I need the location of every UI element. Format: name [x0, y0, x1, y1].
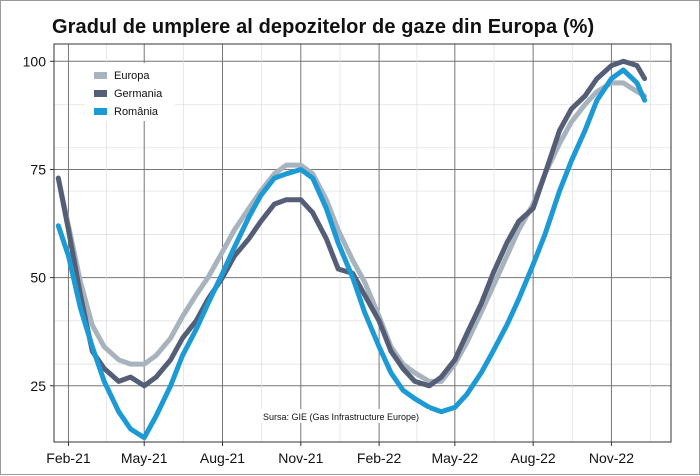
x-tick-label: Aug-22 — [511, 450, 556, 466]
x-tick-layer: Feb-21 May-21 Aug-21 Nov-21 Feb-22 May-22 Aug-… — [46, 442, 634, 466]
legend-swatch — [94, 72, 107, 79]
x-tick-label: Nov-22 — [589, 450, 634, 466]
legend-label: România — [114, 106, 159, 118]
series-line-0 — [55, 80, 648, 384]
y-tick-label: 50 — [30, 270, 46, 286]
x-tick-label: May-21 — [121, 450, 168, 466]
plot-border — [53, 43, 672, 443]
legend-layer: Europa Germania România — [85, 63, 175, 121]
y-tick-label: 25 — [30, 378, 46, 394]
x-tick-label: Feb-21 — [46, 450, 91, 466]
source-layer: Sursa: GIE (Gas Infrastructure Europe) — [253, 409, 429, 423]
x-tick-label: Nov-21 — [278, 450, 323, 466]
series-layer — [55, 58, 648, 441]
y-tick-label: 100 — [23, 53, 47, 69]
legend-label: Europa — [114, 70, 150, 82]
y-tick-layer: 25 50 75 100 — [23, 53, 54, 394]
y-tick-label: 75 — [30, 161, 46, 177]
legend-swatch — [94, 108, 107, 115]
chart-title: Gradul de umplere al depozitelor de gaze… — [52, 16, 595, 38]
x-tick-label: Feb-22 — [357, 450, 402, 466]
legend-label: Germania — [114, 88, 163, 100]
legend-swatch — [94, 90, 107, 97]
source-background — [253, 409, 429, 423]
source-annotation: Sursa: GIE (Gas Infrastructure Europe) — [263, 412, 419, 422]
x-tick-label: May-22 — [431, 450, 478, 466]
series-line-2 — [55, 67, 648, 441]
x-tick-label: Aug-21 — [200, 450, 245, 466]
